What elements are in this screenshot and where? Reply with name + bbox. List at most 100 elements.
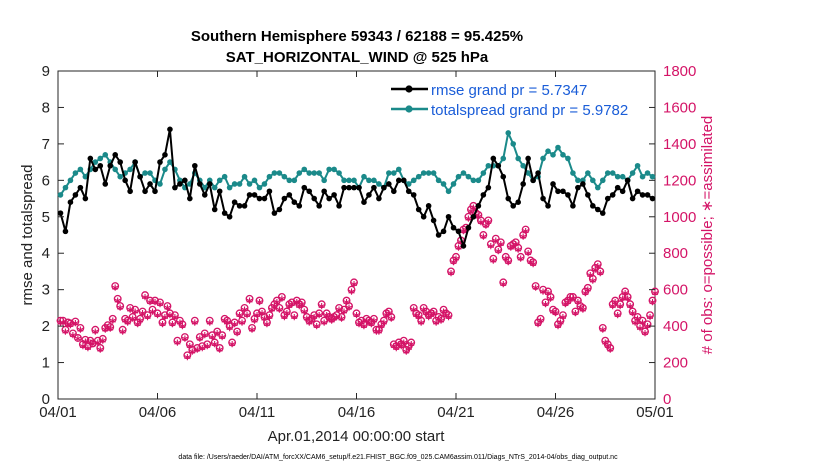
obs-possible-marker — [583, 283, 592, 292]
obs-assimilated-marker: * — [114, 296, 121, 311]
obs-assimilated-marker: * — [400, 338, 407, 353]
obs-possible-marker — [205, 316, 214, 325]
obs-assimilated-marker: * — [142, 293, 149, 308]
totalspread-marker — [649, 173, 656, 180]
rmse-marker — [545, 203, 551, 209]
rmse-marker — [391, 188, 397, 195]
obs-assimilated-marker: * — [244, 311, 251, 326]
obs-possible-marker — [312, 320, 321, 329]
obs-assimilated-marker: * — [366, 318, 373, 333]
totalspread-marker — [231, 181, 238, 187]
totalspread-marker — [346, 177, 352, 184]
obs-assimilated-marker: * — [293, 298, 300, 313]
obs-assimilated-marker: * — [206, 318, 213, 333]
obs-assimilated-marker: * — [415, 313, 422, 328]
totalspread-marker — [540, 155, 546, 162]
obs-assimilated-marker: * — [423, 309, 430, 324]
obs-possible-marker — [429, 307, 438, 316]
obs-possible-marker — [68, 329, 77, 338]
totalspread-marker — [425, 170, 432, 176]
rmse-marker — [585, 192, 591, 198]
rmse-marker — [485, 184, 492, 191]
obs-assimilated-marker: * — [470, 203, 477, 218]
obs-possible-marker — [183, 351, 192, 360]
rmse-marker — [77, 184, 84, 191]
obs-assimilated-marker: * — [520, 233, 527, 248]
totalspread-marker — [510, 141, 517, 147]
obs-possible-marker — [484, 216, 493, 225]
totalspread-marker — [77, 166, 84, 173]
y-tick-label-right: 600 — [663, 282, 688, 299]
obs-possible-marker — [347, 285, 356, 294]
obs-assimilated-marker: * — [428, 311, 435, 326]
legend: rmse grand pr = 5.7347 totalspread grand… — [391, 82, 628, 119]
rmse-marker — [495, 162, 502, 169]
totalspread-marker — [386, 170, 392, 176]
obs-possible-marker — [372, 325, 381, 334]
obs-possible-marker — [218, 331, 227, 340]
obs-possible-marker — [76, 323, 85, 332]
obs-possible-marker — [337, 313, 346, 321]
obs-possible-marker — [633, 313, 642, 321]
rmse-marker — [281, 195, 288, 202]
obs-possible-marker — [138, 307, 147, 316]
obs-possible-marker — [73, 334, 82, 342]
obs-assimilated-marker: * — [70, 331, 77, 346]
rmse-marker — [306, 188, 313, 195]
rmse-marker — [246, 192, 253, 198]
legend-rmse-label: rmse grand pr = 5.7347 — [431, 82, 587, 99]
obs-assimilated-marker: * — [512, 240, 519, 255]
rmse-marker — [132, 159, 138, 165]
obs-assimilated-marker: * — [361, 322, 368, 337]
totalspread-marker — [410, 177, 417, 184]
totalspread-marker — [440, 181, 447, 187]
obs-assimilated-marker: * — [413, 311, 420, 326]
obs-assimilated-marker: * — [176, 318, 183, 333]
obs-assimilated-marker: * — [383, 311, 390, 326]
left-y-axis: 0 1 2 3 4 5 6 7 8 9 — [42, 63, 64, 408]
obs-assimilated-marker: * — [67, 321, 74, 336]
obs-assimilated-marker: * — [256, 298, 263, 313]
obs-possible-marker — [345, 302, 353, 311]
totalspread-marker — [281, 173, 288, 180]
obs-assimilated-marker: * — [468, 207, 475, 222]
obs-assimilated-marker: * — [358, 318, 365, 333]
rmse-marker — [201, 192, 208, 198]
obs-assimilated-marker: * — [303, 315, 310, 330]
totalspread-marker — [336, 170, 342, 176]
rmse-marker — [251, 192, 258, 198]
obs-assimilated-marker: * — [152, 298, 159, 313]
obs-assimilated-marker: * — [338, 315, 345, 330]
y-tick-label-left: 7 — [42, 136, 50, 153]
totalspread-marker — [291, 177, 298, 184]
totalspread-marker — [266, 173, 273, 180]
obs-possible-marker — [606, 344, 615, 352]
obs-assimilated-marker: * — [540, 287, 547, 302]
obs-assimilated-marker: * — [246, 296, 253, 311]
obs-assimilated-marker: * — [331, 315, 338, 330]
obs-possible-marker — [193, 344, 202, 352]
x-tick-label: 04/11 — [239, 404, 275, 421]
y-tick-label-right: 1000 — [663, 209, 696, 226]
obs-assimilated-marker: * — [433, 318, 440, 333]
rmse-marker — [72, 192, 79, 198]
obs-possible-marker — [106, 323, 115, 331]
obs-assimilated-marker: * — [405, 344, 412, 359]
obs-assimilated-marker: * — [348, 287, 355, 302]
obs-possible-marker — [71, 317, 80, 326]
obs-possible-marker — [529, 258, 538, 267]
totalspread-marker — [256, 184, 263, 191]
totalspread-marker — [127, 166, 133, 173]
rmse-marker — [102, 181, 109, 187]
obs-possible-marker — [651, 287, 659, 296]
obs-possible-marker — [113, 294, 122, 303]
obs-assimilated-marker: * — [204, 342, 211, 357]
obs-assimilated-marker: * — [65, 320, 72, 335]
rmse-marker — [236, 203, 243, 209]
obs-possible-marker — [253, 309, 261, 318]
obs-assimilated-marker: * — [443, 311, 450, 326]
obs-assimilated-marker: * — [341, 307, 348, 322]
y-tick-label-right: 1200 — [663, 172, 696, 189]
totalspread-marker — [67, 177, 74, 184]
rmse-marker — [172, 184, 178, 191]
